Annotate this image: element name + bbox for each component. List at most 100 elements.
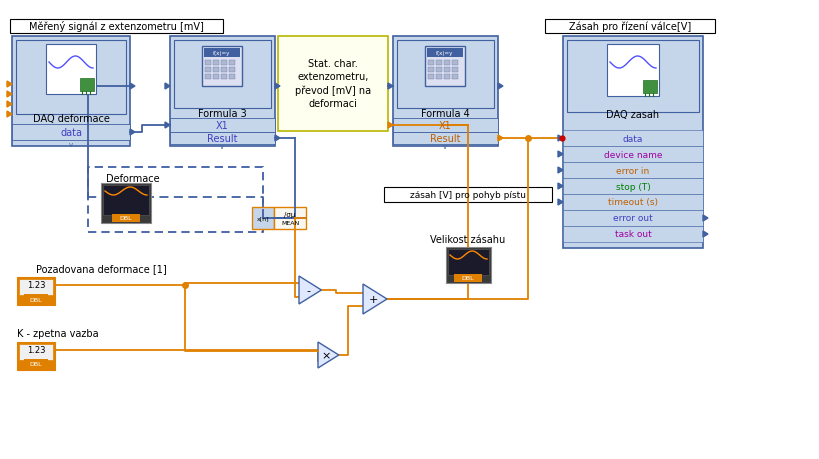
- Text: Měřený signál z extenzometru [mV]: Měřený signál z extenzometru [mV]: [29, 22, 203, 33]
- Text: DBL: DBL: [462, 276, 474, 281]
- Text: X1: X1: [439, 121, 451, 131]
- Bar: [229, 61, 235, 66]
- Text: x[n]: x[n]: [256, 216, 269, 221]
- Bar: [170, 119, 275, 133]
- Bar: [563, 147, 703, 162]
- Bar: [205, 61, 211, 66]
- Bar: [444, 61, 450, 66]
- Bar: [397, 41, 494, 109]
- Bar: [24, 294, 48, 303]
- Text: Result: Result: [430, 134, 460, 144]
- Text: DBL: DBL: [120, 216, 133, 221]
- Bar: [428, 75, 434, 80]
- Polygon shape: [7, 102, 12, 108]
- Bar: [563, 131, 703, 147]
- Bar: [436, 61, 442, 66]
- Polygon shape: [275, 136, 280, 142]
- Bar: [563, 162, 703, 179]
- Polygon shape: [558, 200, 563, 206]
- Polygon shape: [7, 112, 12, 118]
- Bar: [436, 75, 442, 80]
- Text: DBL: DBL: [29, 297, 43, 302]
- Bar: [174, 41, 271, 109]
- Bar: [170, 133, 275, 145]
- Text: data: data: [622, 134, 643, 143]
- Polygon shape: [703, 231, 708, 237]
- Bar: [170, 37, 275, 147]
- Bar: [448, 249, 489, 275]
- Text: Pozadovana deformace [1]: Pozadovana deformace [1]: [36, 263, 167, 274]
- Bar: [563, 211, 703, 226]
- Bar: [205, 75, 211, 80]
- Polygon shape: [275, 84, 280, 90]
- Bar: [221, 75, 227, 80]
- Text: device name: device name: [604, 150, 663, 159]
- Bar: [202, 47, 242, 87]
- Bar: [444, 68, 450, 73]
- Bar: [17, 277, 55, 305]
- Bar: [46, 45, 96, 95]
- Text: +: +: [369, 294, 378, 304]
- Polygon shape: [165, 123, 170, 129]
- Text: f(x)=y: f(x)=y: [437, 51, 454, 56]
- Bar: [545, 20, 715, 34]
- Bar: [229, 68, 235, 73]
- Text: DBL: DBL: [29, 362, 43, 367]
- Polygon shape: [7, 92, 12, 98]
- Text: Result: Result: [206, 134, 238, 144]
- Text: zásah [V] pro pohyb pístu: zásah [V] pro pohyb pístu: [410, 191, 526, 200]
- Bar: [454, 274, 482, 282]
- Bar: [428, 61, 434, 66]
- Polygon shape: [388, 123, 393, 129]
- Polygon shape: [318, 342, 339, 368]
- Polygon shape: [558, 136, 563, 142]
- Polygon shape: [558, 168, 563, 174]
- Bar: [205, 68, 211, 73]
- Text: Zásah pro řízení válce[V]: Zásah pro řízení válce[V]: [569, 22, 691, 32]
- Bar: [643, 81, 657, 94]
- Polygon shape: [130, 84, 135, 90]
- Bar: [16, 41, 126, 115]
- Text: ×: ×: [321, 350, 331, 360]
- Bar: [274, 207, 306, 230]
- Polygon shape: [7, 82, 12, 88]
- Polygon shape: [558, 184, 563, 190]
- Bar: [563, 179, 703, 195]
- Text: v: v: [220, 144, 224, 150]
- Text: DAQ deformace: DAQ deformace: [33, 114, 110, 124]
- Text: Velikost zásahu: Velikost zásahu: [430, 235, 505, 245]
- Bar: [452, 75, 458, 80]
- Text: X1: X1: [215, 121, 229, 131]
- Bar: [384, 188, 552, 202]
- Bar: [452, 68, 458, 73]
- Bar: [10, 20, 223, 34]
- Bar: [393, 133, 498, 145]
- Text: Stat. char.
extenzometru,
převod [mV] na
deformaci: Stat. char. extenzometru, převod [mV] na…: [295, 59, 371, 109]
- Text: DAQ zasah: DAQ zasah: [606, 110, 659, 120]
- Bar: [425, 47, 465, 87]
- Bar: [221, 61, 227, 66]
- Bar: [607, 45, 659, 97]
- Text: -: -: [306, 285, 310, 295]
- Bar: [452, 61, 458, 66]
- Text: 1.23: 1.23: [27, 346, 45, 355]
- Bar: [563, 226, 703, 242]
- Text: stop (T): stop (T): [616, 182, 650, 191]
- Text: Formula 3: Formula 3: [197, 109, 247, 119]
- Polygon shape: [388, 84, 393, 90]
- Polygon shape: [703, 216, 708, 222]
- Polygon shape: [299, 276, 321, 304]
- Bar: [567, 41, 699, 113]
- Bar: [563, 195, 703, 211]
- Text: task out: task out: [614, 230, 651, 239]
- Bar: [101, 184, 151, 224]
- Text: data: data: [60, 128, 82, 138]
- Bar: [393, 119, 498, 133]
- Bar: [436, 68, 442, 73]
- Bar: [428, 68, 434, 73]
- Bar: [204, 49, 240, 58]
- Text: v: v: [69, 142, 73, 148]
- Bar: [221, 68, 227, 73]
- Bar: [88, 168, 263, 233]
- Polygon shape: [130, 130, 135, 136]
